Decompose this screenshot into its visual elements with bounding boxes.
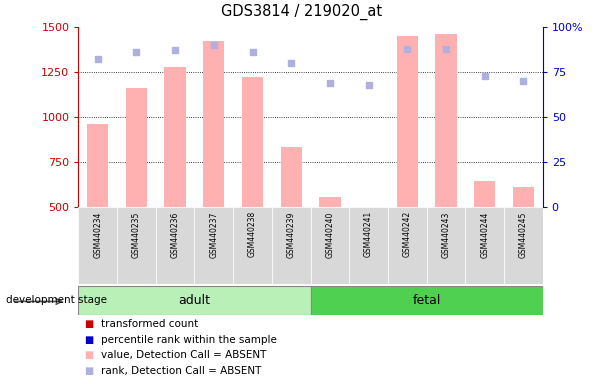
FancyBboxPatch shape <box>272 207 311 284</box>
Bar <box>319 197 341 207</box>
Bar <box>474 181 495 207</box>
Point <box>248 49 257 55</box>
Text: GDS3814 / 219020_at: GDS3814 / 219020_at <box>221 4 382 20</box>
FancyBboxPatch shape <box>311 286 543 315</box>
Text: GSM440241: GSM440241 <box>364 211 373 257</box>
Text: ■: ■ <box>84 366 93 376</box>
Text: transformed count: transformed count <box>101 319 198 329</box>
Point <box>131 49 141 55</box>
Text: GSM440245: GSM440245 <box>519 211 528 258</box>
FancyBboxPatch shape <box>349 207 388 284</box>
Bar <box>126 88 147 207</box>
Point <box>93 56 103 63</box>
FancyBboxPatch shape <box>466 207 504 284</box>
FancyBboxPatch shape <box>388 207 427 284</box>
Text: GSM440240: GSM440240 <box>326 211 335 258</box>
Text: rank, Detection Call = ABSENT: rank, Detection Call = ABSENT <box>101 366 262 376</box>
Text: ■: ■ <box>84 335 93 345</box>
FancyBboxPatch shape <box>194 207 233 284</box>
FancyBboxPatch shape <box>504 207 543 284</box>
Bar <box>87 124 109 207</box>
Point <box>480 73 490 79</box>
Text: percentile rank within the sample: percentile rank within the sample <box>101 335 277 345</box>
Text: GSM440243: GSM440243 <box>441 211 450 258</box>
Text: ■: ■ <box>84 350 93 360</box>
Point <box>441 45 451 51</box>
Point <box>286 60 296 66</box>
Point <box>364 81 373 88</box>
FancyBboxPatch shape <box>117 207 156 284</box>
Bar <box>242 78 263 207</box>
Point <box>325 80 335 86</box>
Text: adult: adult <box>178 294 210 307</box>
FancyBboxPatch shape <box>311 207 349 284</box>
Point <box>519 78 528 84</box>
Point <box>402 45 412 51</box>
Bar <box>203 41 224 207</box>
FancyBboxPatch shape <box>233 207 272 284</box>
Text: GSM440238: GSM440238 <box>248 211 257 257</box>
Text: GSM440235: GSM440235 <box>132 211 141 258</box>
Text: value, Detection Call = ABSENT: value, Detection Call = ABSENT <box>101 350 267 360</box>
Point <box>209 42 219 48</box>
Bar <box>513 187 534 207</box>
Text: GSM440244: GSM440244 <box>480 211 489 258</box>
FancyBboxPatch shape <box>156 207 194 284</box>
Bar <box>435 34 456 207</box>
FancyBboxPatch shape <box>78 286 311 315</box>
Bar <box>397 36 418 207</box>
FancyBboxPatch shape <box>78 207 117 284</box>
Text: GSM440242: GSM440242 <box>403 211 412 257</box>
Text: ■: ■ <box>84 319 93 329</box>
Text: development stage: development stage <box>6 295 107 305</box>
Bar <box>280 147 302 207</box>
Text: GSM440237: GSM440237 <box>209 211 218 258</box>
Text: fetal: fetal <box>412 294 441 307</box>
Text: GSM440236: GSM440236 <box>171 211 180 258</box>
Point <box>170 47 180 53</box>
FancyBboxPatch shape <box>427 207 466 284</box>
Text: GSM440239: GSM440239 <box>286 211 295 258</box>
Bar <box>165 68 186 207</box>
Text: GSM440234: GSM440234 <box>93 211 103 258</box>
